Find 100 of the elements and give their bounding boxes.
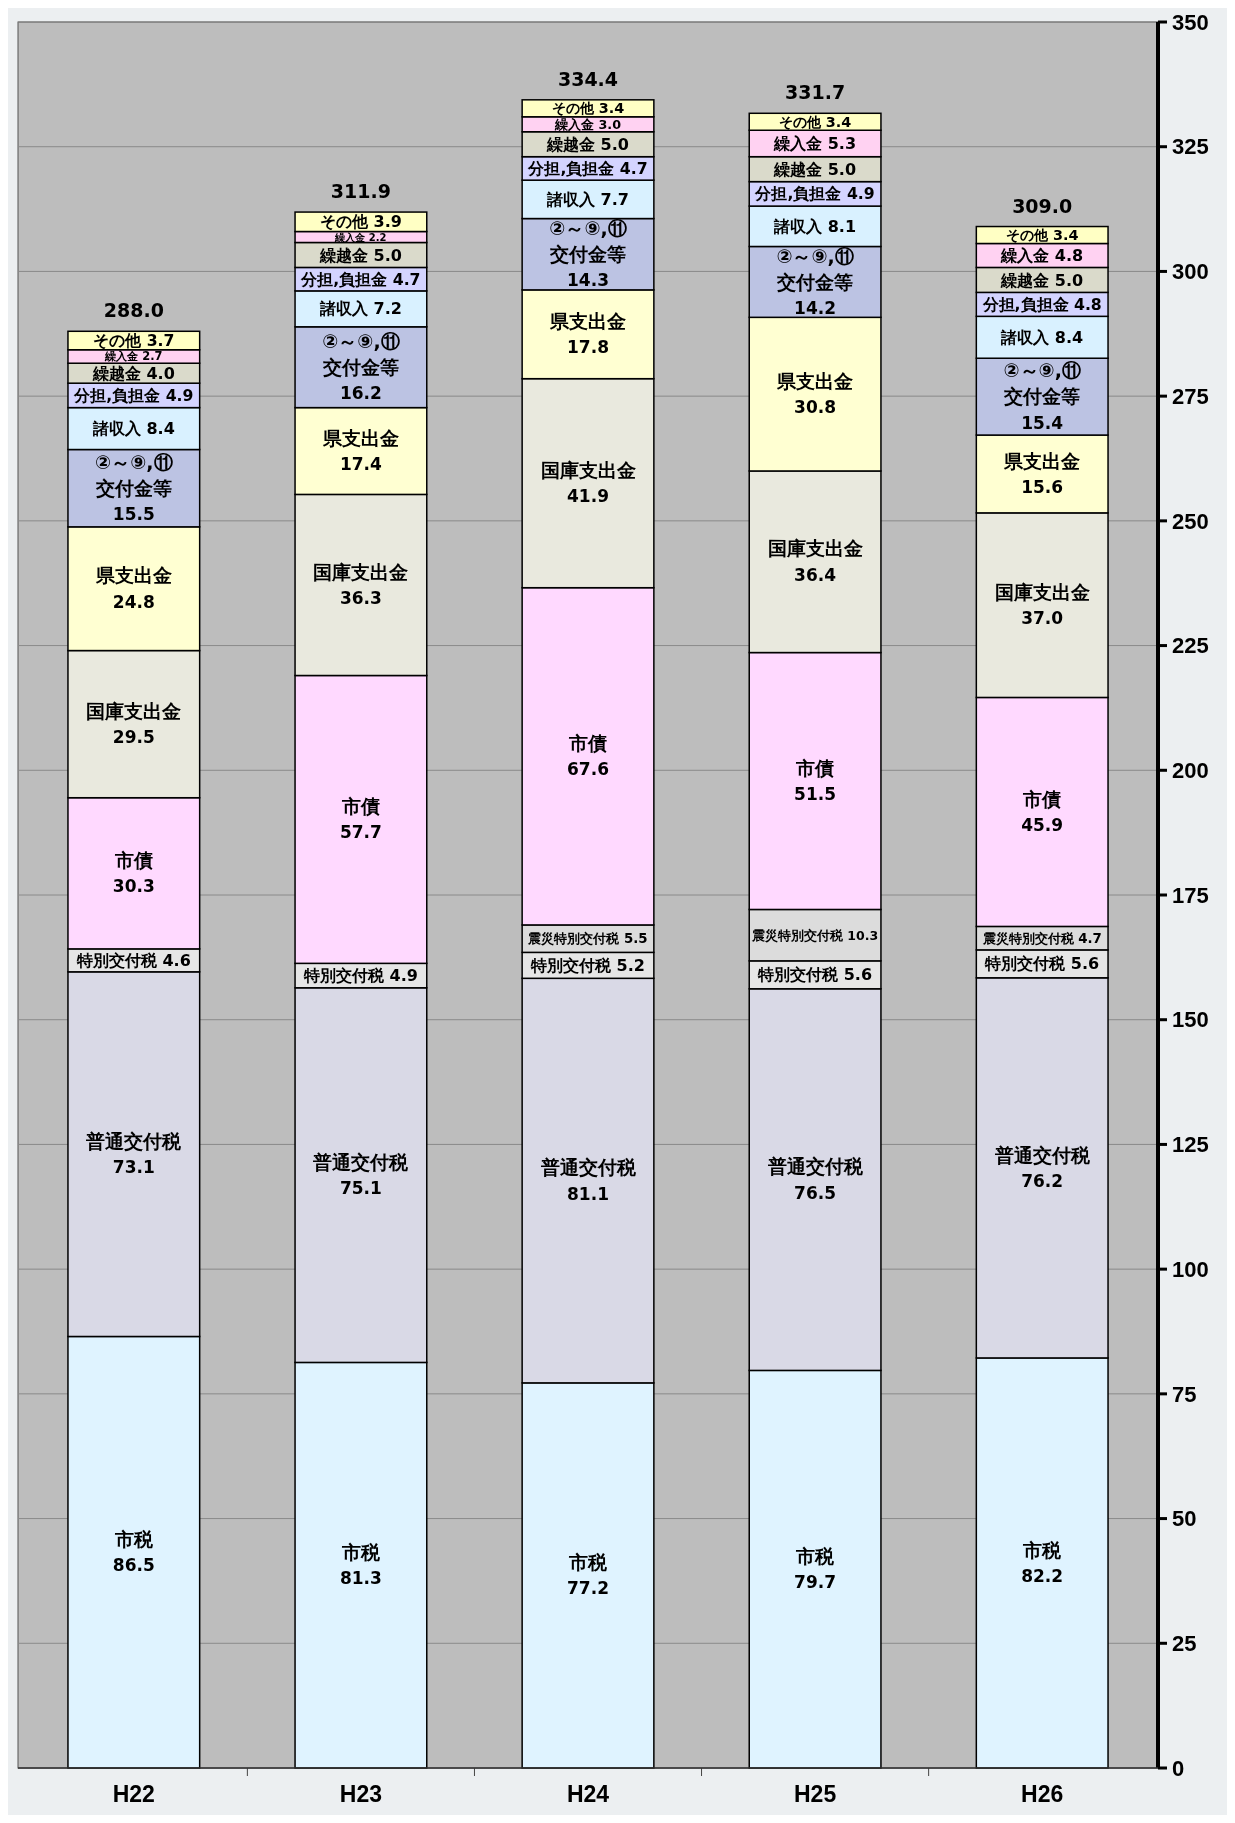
x-tick-label: H23: [339, 1781, 383, 1807]
data-label: 16.2: [339, 383, 382, 404]
data-label: 82.2: [1021, 1565, 1064, 1586]
data-label: 81.1: [567, 1183, 609, 1204]
text: 分担,負担金: [528, 158, 615, 178]
data-label: 67.6: [567, 759, 609, 780]
data-label: 41.9: [567, 486, 609, 507]
total-label: 288.0: [103, 299, 164, 322]
y-tick-label: 0: [1172, 1755, 1185, 1781]
x-tick-label: H25: [793, 1781, 837, 1807]
y-tick-label: 325: [1172, 134, 1209, 160]
text: 特別交付税: [758, 965, 839, 985]
data-label: 2.2: [368, 231, 387, 243]
data-label: 3.7: [146, 331, 175, 351]
text: 普通交付税: [767, 1155, 863, 1178]
text: 普通交付税: [313, 1150, 409, 1173]
y-tick-label: 75: [1172, 1381, 1197, 1407]
text: 震災特別交付税: [982, 930, 1074, 946]
series-label: 市債: [1022, 787, 1062, 810]
text: 震災特別交付税: [528, 931, 620, 947]
data-label: 86.5: [112, 1555, 155, 1576]
text: 繰越金: [1001, 270, 1050, 290]
series-label: 震災特別交付税: [751, 927, 843, 943]
data-label: 4.9: [165, 385, 194, 405]
data-label: 5.3: [827, 134, 857, 154]
series-label: その他: [319, 212, 368, 232]
text: 市債: [569, 731, 607, 754]
text: 普通交付税: [540, 1156, 636, 1179]
data-label: 37.0: [1021, 608, 1064, 629]
data-label: 30.3: [112, 876, 155, 897]
data-label: 5.6: [1070, 954, 1100, 974]
data-label: 14.2: [794, 297, 837, 318]
data-label: 76.2: [1021, 1170, 1064, 1191]
data-label: 51.5: [794, 783, 837, 804]
data-label: 7.2: [373, 299, 402, 319]
data-label: 4.9: [846, 184, 875, 204]
x-tick-label: H24: [566, 1781, 610, 1807]
x-tick-label: H26: [1021, 1781, 1064, 1807]
series-label: 特別交付税: [76, 950, 157, 970]
text: 繰越金: [774, 159, 823, 179]
y-tick-label: 200: [1172, 757, 1209, 783]
series-label: 繰入金: [335, 231, 366, 243]
y-tick-label: 50: [1172, 1506, 1197, 1532]
text: 県支出金: [777, 369, 854, 392]
text: ②～⑨,⑪交付金等: [322, 329, 400, 378]
text: ②～⑨,⑪交付金等: [549, 216, 627, 265]
data-label: 17.8: [567, 337, 609, 358]
text: 国庫支出金: [313, 560, 409, 583]
data-label: 5.6: [843, 965, 873, 985]
data-label: 5.0: [600, 134, 629, 154]
data-label: 15.6: [1021, 476, 1064, 497]
series-label: ②～⑨,⑪交付金等: [1003, 359, 1081, 408]
y-tick-label: 250: [1172, 508, 1209, 534]
text: 分担,負担金: [982, 294, 1069, 314]
text: 諸収入: [1001, 327, 1050, 347]
text: 普通交付税: [86, 1129, 182, 1152]
data-label: 5.5: [624, 931, 648, 947]
text: その他: [93, 331, 142, 351]
data-label: 3.4: [1052, 227, 1079, 244]
data-label: 77.2: [567, 1578, 609, 1599]
series-label: 市税: [1022, 1538, 1063, 1561]
data-label: 4.7: [619, 158, 648, 178]
text: 国庫支出金: [86, 699, 182, 722]
text: 市税: [341, 1540, 380, 1563]
data-label: 17.4: [339, 453, 383, 474]
data-label: 79.7: [794, 1572, 837, 1593]
text: 繰入金: [774, 134, 823, 154]
series-label: 普通交付税: [993, 1143, 1091, 1166]
data-label: 76.5: [794, 1182, 837, 1203]
series-label: 諸収入: [319, 299, 368, 319]
y-tick-label: 125: [1172, 1132, 1209, 1158]
data-label: 3.0: [598, 116, 621, 132]
text: 諸収入: [92, 419, 141, 439]
data-label: 5.2: [616, 955, 645, 975]
text: 分担,負担金: [74, 385, 161, 405]
data-label: 10.3: [847, 927, 879, 943]
data-label: 8.1: [827, 216, 857, 236]
text: 特別交付税: [985, 954, 1066, 974]
text: ②～⑨,⑪交付金等: [95, 450, 173, 499]
data-label: 4.9: [389, 966, 418, 986]
y-tick-label: 100: [1172, 1256, 1209, 1282]
text: 市債: [796, 756, 835, 779]
text: 県支出金: [550, 309, 626, 332]
x-tick-label: H22: [112, 1781, 155, 1807]
data-label: 4.8: [1054, 246, 1084, 266]
data-label: 3.9: [373, 212, 402, 232]
text: その他: [551, 100, 594, 117]
text: 市税: [796, 1544, 835, 1567]
data-label: 5.0: [827, 159, 857, 179]
y-tick-label: 350: [1172, 9, 1209, 35]
text: 諸収入: [774, 216, 823, 236]
data-label: 4.7: [1078, 930, 1102, 946]
data-label: 5.0: [1054, 270, 1084, 290]
total-label: 331.7: [785, 81, 846, 104]
data-label: 2.7: [142, 349, 163, 364]
text: 市債: [341, 795, 380, 818]
data-label: 4.8: [1074, 294, 1102, 314]
total-label: 309.0: [1012, 194, 1073, 217]
text: 特別交付税: [303, 966, 384, 986]
data-label: 45.9: [1021, 814, 1064, 835]
